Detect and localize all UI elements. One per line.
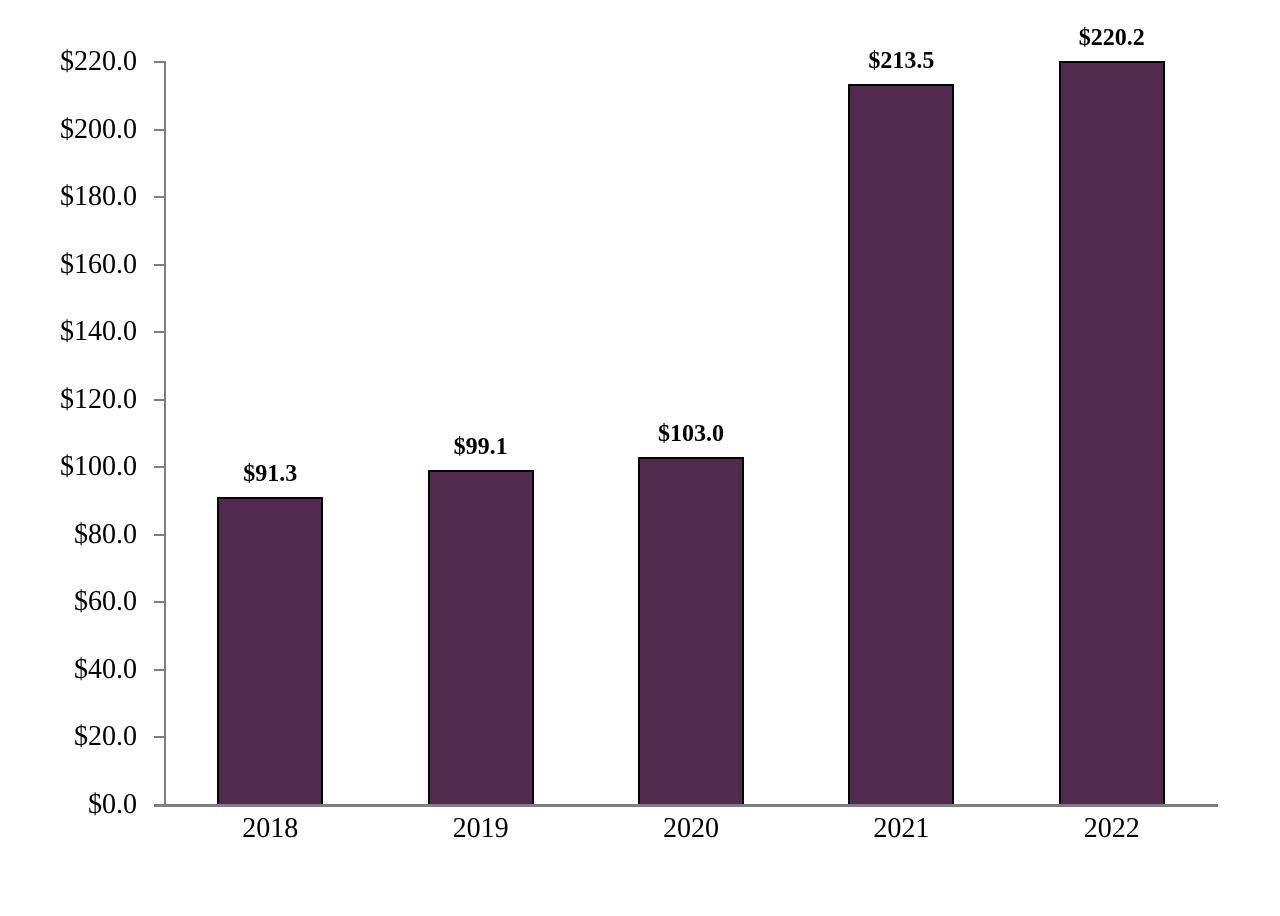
bar-data-label: $220.2 <box>1078 25 1145 52</box>
y-tick-label: $120.0 <box>60 383 137 415</box>
y-tick-label: $180.0 <box>60 181 137 213</box>
y-tick-mark <box>154 601 165 604</box>
bar-data-label: $99.1 <box>453 434 508 461</box>
y-tick-label: $80.0 <box>74 518 137 550</box>
x-category-label: 2021 <box>873 813 930 844</box>
y-tick-mark <box>154 263 165 266</box>
x-axis-line <box>154 804 1218 807</box>
bar-2021 <box>848 83 955 806</box>
x-category-label: 2019 <box>452 813 509 844</box>
y-tick-label: $40.0 <box>74 653 137 685</box>
y-axis-line <box>164 61 166 806</box>
y-tick-mark <box>154 398 165 401</box>
y-tick-label: $200.0 <box>60 113 137 145</box>
y-tick-mark <box>154 61 165 63</box>
y-tick-label: $100.0 <box>60 451 137 483</box>
y-tick-label: $60.0 <box>74 586 137 618</box>
y-tick-label: $0.0 <box>88 789 137 820</box>
x-category-label: 2022 <box>1083 813 1140 844</box>
y-tick-mark <box>154 196 165 199</box>
bar-data-label: $213.5 <box>868 47 935 74</box>
y-tick-mark <box>154 466 165 469</box>
y-tick-label: $160.0 <box>60 248 137 280</box>
y-tick-mark <box>154 331 165 334</box>
y-tick-label: $20.0 <box>74 721 137 753</box>
y-tick-mark <box>154 668 165 671</box>
y-tick-mark <box>154 533 165 536</box>
y-tick-mark <box>154 128 165 131</box>
bar-2020 <box>638 457 744 806</box>
x-category-label: 2018 <box>242 813 299 844</box>
y-tick-label: $220.0 <box>60 46 137 77</box>
bar-data-label: $91.3 <box>243 460 298 487</box>
bar-2019 <box>427 470 534 806</box>
x-category-label: 2020 <box>663 813 719 844</box>
bar-2022 <box>1058 61 1165 806</box>
bar-data-label: $103.0 <box>658 421 724 448</box>
y-tick-mark <box>154 736 165 739</box>
bar-2018 <box>217 496 324 806</box>
y-tick-label: $140.0 <box>60 316 137 348</box>
